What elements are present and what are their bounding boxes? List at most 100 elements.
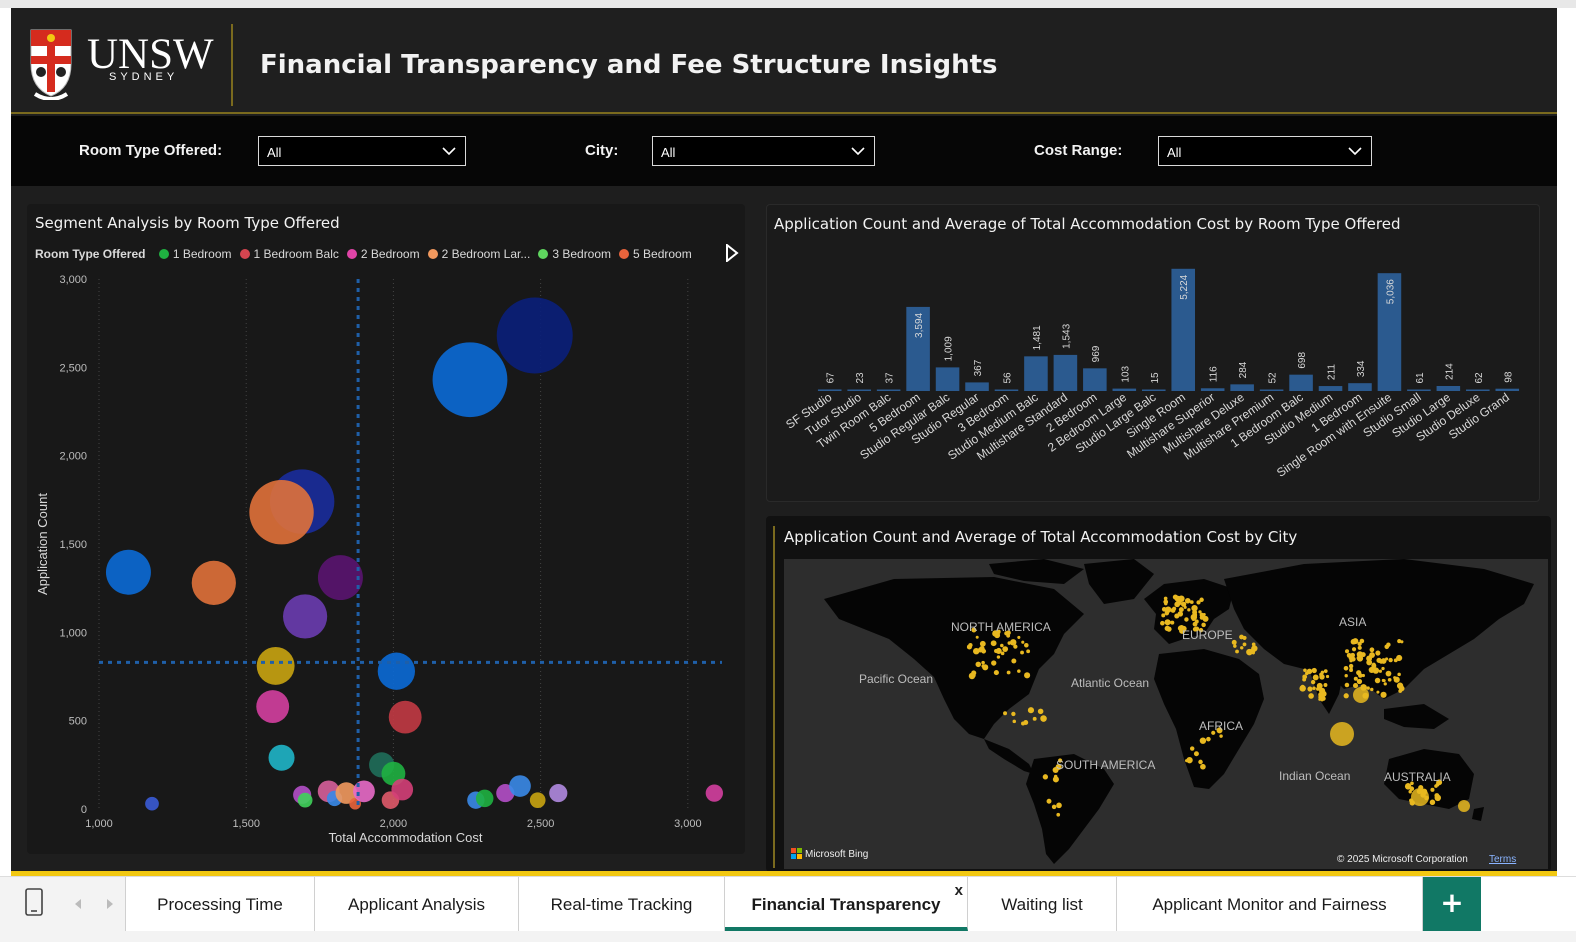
tab-processing-time[interactable]: Processing Time: [126, 877, 315, 931]
city-point[interactable]: [1052, 766, 1059, 774]
bar[interactable]: [1318, 386, 1343, 391]
city-point[interactable]: [1356, 655, 1364, 662]
city-point[interactable]: [1000, 643, 1004, 648]
city-point[interactable]: [1185, 759, 1189, 763]
city-point[interactable]: [1387, 677, 1392, 682]
city-point[interactable]: [1323, 669, 1328, 673]
city-point[interactable]: [1219, 734, 1223, 738]
city-point[interactable]: [1306, 668, 1313, 675]
city-point[interactable]: [1187, 608, 1191, 612]
bar[interactable]: [1348, 383, 1372, 391]
bar[interactable]: [994, 389, 1019, 392]
city-point[interactable]: [1189, 746, 1195, 751]
city-point[interactable]: [1434, 794, 1442, 802]
city-point[interactable]: [1343, 665, 1349, 671]
city-point[interactable]: [1056, 812, 1061, 817]
legend-item[interactable]: 1 Bedroom: [158, 247, 232, 261]
city-point[interactable]: [1330, 722, 1354, 746]
next-tab-icon[interactable]: [104, 897, 116, 911]
city-point[interactable]: [1361, 673, 1365, 678]
close-tab-icon[interactable]: x: [954, 882, 963, 899]
city-point[interactable]: [1242, 642, 1247, 647]
city-point[interactable]: [1344, 682, 1350, 688]
city-point[interactable]: [1346, 652, 1352, 658]
legend-next-arrow-icon[interactable]: [725, 244, 739, 262]
city-point[interactable]: [1393, 676, 1397, 680]
city-point[interactable]: [1239, 634, 1244, 640]
city-point[interactable]: [1170, 620, 1175, 625]
city-point[interactable]: [1411, 788, 1429, 806]
city-point[interactable]: [1325, 674, 1330, 679]
city-point[interactable]: [1051, 804, 1057, 810]
city-point[interactable]: [1172, 606, 1177, 611]
city-point[interactable]: [1319, 674, 1325, 680]
city-point[interactable]: [1397, 639, 1402, 644]
city-point[interactable]: [1003, 711, 1008, 716]
scatter-point[interactable]: [256, 646, 295, 685]
city-point[interactable]: [971, 627, 977, 633]
bar[interactable]: [1230, 384, 1254, 391]
city-point[interactable]: [1320, 670, 1325, 675]
city-point[interactable]: [1376, 690, 1380, 694]
city-point[interactable]: [982, 664, 989, 671]
room-type-filter-dropdown[interactable]: All: [258, 136, 466, 166]
bar[interactable]: [1053, 354, 1078, 391]
bar[interactable]: [1024, 356, 1048, 391]
city-point[interactable]: [1385, 670, 1392, 677]
city-point[interactable]: [1250, 648, 1256, 654]
legend-item[interactable]: 2 Bedroom Lar...: [427, 247, 530, 261]
city-point[interactable]: [1380, 691, 1387, 698]
bar[interactable]: [1289, 374, 1313, 391]
city-point[interactable]: [966, 644, 972, 650]
city-point[interactable]: [1429, 799, 1436, 806]
city-point[interactable]: [1199, 597, 1204, 603]
city-point[interactable]: [1163, 596, 1168, 601]
city-point[interactable]: [1396, 682, 1404, 689]
scatter-point[interactable]: [297, 792, 313, 808]
cost-range-filter-dropdown[interactable]: All: [1158, 136, 1372, 166]
city-point[interactable]: [1299, 685, 1306, 692]
city-point[interactable]: [1369, 647, 1375, 653]
city-point[interactable]: [1011, 658, 1017, 664]
scatter-point[interactable]: [509, 775, 531, 797]
city-point[interactable]: [1251, 642, 1256, 647]
city-point[interactable]: [1017, 669, 1021, 673]
city-point[interactable]: [1201, 622, 1206, 628]
city-point[interactable]: [1020, 650, 1024, 655]
city-point[interactable]: [1198, 627, 1204, 633]
city-point[interactable]: [1202, 612, 1206, 617]
city-point[interactable]: [1430, 787, 1435, 792]
city-point[interactable]: [1435, 782, 1440, 787]
city-point[interactable]: [1320, 690, 1327, 697]
city-point[interactable]: [1021, 721, 1026, 726]
tab-applicant-monitor-fairness[interactable]: Applicant Monitor and Fairness: [1117, 877, 1423, 931]
city-point[interactable]: [1191, 604, 1198, 612]
scatter-point[interactable]: [349, 797, 361, 810]
city-point[interactable]: [1350, 652, 1356, 658]
bar[interactable]: [906, 306, 930, 391]
city-point[interactable]: [1046, 798, 1052, 804]
city-point[interactable]: [1348, 663, 1354, 669]
previous-tab-icon[interactable]: [72, 897, 84, 911]
city-point[interactable]: [1344, 649, 1350, 654]
city-point[interactable]: [1369, 652, 1375, 658]
city-point[interactable]: [1198, 610, 1202, 614]
city-point[interactable]: [971, 673, 976, 678]
map-terms-link[interactable]: Terms: [1489, 854, 1516, 865]
city-point[interactable]: [1366, 686, 1370, 690]
tab-applicant-analysis[interactable]: Applicant Analysis: [315, 877, 519, 931]
city-point[interactable]: [1164, 619, 1171, 626]
bar[interactable]: [1436, 385, 1461, 391]
city-point[interactable]: [1184, 597, 1191, 604]
city-point[interactable]: [1352, 683, 1359, 689]
city-point[interactable]: [1233, 644, 1237, 648]
bar[interactable]: [876, 389, 901, 392]
city-point[interactable]: [1312, 674, 1319, 681]
city-point[interactable]: [994, 648, 999, 653]
city-point[interactable]: [1011, 711, 1016, 717]
city-point[interactable]: [1024, 642, 1029, 648]
legend-item[interactable]: 5 Bedroom: [619, 247, 692, 261]
bar[interactable]: [965, 382, 989, 391]
bar[interactable]: [1083, 368, 1107, 391]
scatter-chart-panel[interactable]: Segment Analysis by Room Type Offered Ro…: [27, 204, 745, 854]
